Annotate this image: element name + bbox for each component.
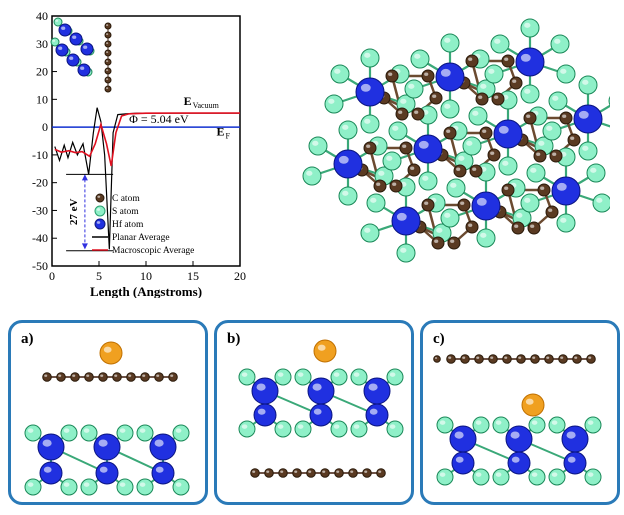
svg-text:15: 15 [187,269,199,283]
svg-text:20: 20 [234,269,246,283]
svg-text:C atom: C atom [112,194,140,204]
panel-a-label: a) [21,331,34,348]
svg-text:-40: -40 [32,231,48,245]
panel-b: b) [214,320,414,505]
svg-text:-10: -10 [32,148,48,162]
svg-text:Planar Average: Planar Average [112,233,170,243]
panel-a: a) [8,320,208,505]
svg-text:Hf atom: Hf atom [112,219,144,230]
svg-text:10: 10 [36,92,48,106]
svg-text:-20: -20 [32,176,48,190]
svg-text:Length (Angstroms): Length (Angstroms) [90,284,202,298]
panel-c-label: c) [433,331,445,348]
svg-text:E: E [217,124,225,138]
svg-text:Macroscopic Average: Macroscopic Average [112,246,194,256]
panel-b-label: b) [227,331,240,348]
svg-text:F: F [226,131,231,140]
svg-text:27 eV: 27 eV [68,198,80,225]
svg-text:Vacuum: Vacuum [193,101,220,110]
svg-text:0: 0 [42,120,48,134]
config-panels: a) b) c) [8,320,616,505]
svg-text:10: 10 [140,269,152,283]
svg-text:20: 20 [36,65,48,79]
svg-text:S atom: S atom [112,207,139,217]
potential-chart: 0 5 10 15 20 -50 -40 -30 -20 -10 0 10 20 30 40 Length (… [8,8,248,298]
svg-text:30: 30 [36,37,48,51]
svg-text:5: 5 [96,269,102,283]
svg-text:40: 40 [36,9,48,23]
svg-text:Φ = 5.04 eV: Φ = 5.04 eV [129,112,189,126]
svg-text:-30: -30 [32,203,48,217]
svg-text:-50: -50 [32,259,48,273]
svg-text:0: 0 [49,269,55,283]
panel-c: c) [420,320,620,505]
molecule-top-view [300,10,610,270]
svg-text:E: E [184,94,192,108]
